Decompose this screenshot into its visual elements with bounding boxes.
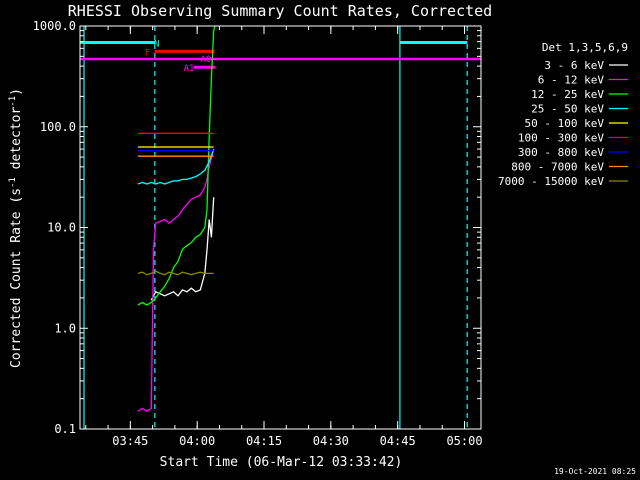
legend-label-4: 50 - 100 keV <box>525 117 605 130</box>
x-tick-label-0: 03:45 <box>112 434 148 448</box>
plot-frame <box>79 25 482 430</box>
x-axis-label: Start Time (06-Mar-12 03:33:42) <box>160 455 403 470</box>
legend-label-2: 12 - 25 keV <box>531 88 604 101</box>
legend-label-8: 7000 - 15000 keV <box>498 175 604 188</box>
y-tick-label-3: 100.0 <box>40 120 76 134</box>
y-tick-label-4: 1000.0 <box>33 19 76 33</box>
spacecraft-bar-label-0: N <box>154 40 159 50</box>
series-line-2 <box>137 25 216 306</box>
series-line-1 <box>137 148 215 413</box>
spacecraft-bar-label-2: F <box>145 48 150 58</box>
legend-title: Det 1,3,5,6,9 <box>542 41 628 54</box>
legend-label-5: 100 - 300 keV <box>518 132 604 145</box>
y-tick-label-1: 1.0 <box>54 321 76 335</box>
legend-label-0: 3 - 6 keV <box>544 59 604 72</box>
plot-area <box>80 26 481 429</box>
x-tick-label-4: 04:45 <box>380 434 416 448</box>
x-tick-label-3: 04:30 <box>313 434 349 448</box>
footer-timestamp: 19-Oct-2021 08:25 <box>554 467 636 476</box>
chart-title: RHESSI Observing Summary Count Rates, Co… <box>68 2 492 20</box>
series-line-8 <box>137 270 214 276</box>
spacecraft-bar-label-3: A0 <box>201 55 212 65</box>
legend-label-3: 25 - 50 keV <box>531 103 604 116</box>
y-axis-label-sup1: -1 <box>8 177 18 188</box>
series-line-3 <box>137 148 215 185</box>
y-axis-label-main: Corrected Count Rate (s <box>9 188 24 368</box>
series-group <box>137 25 216 413</box>
y-axis-label-sup2: -1 <box>8 96 18 107</box>
y-tick-label-0: 0.1 <box>54 422 76 436</box>
legend-label-6: 300 - 800 keV <box>518 146 604 159</box>
x-tick-label-1: 04:00 <box>179 434 215 448</box>
spacecraft-bar-label-4: A1 <box>184 64 195 74</box>
y-axis-label-end: ) <box>9 88 24 96</box>
y-tick-label-2: 10.0 <box>47 221 76 235</box>
legend-label-7: 800 - 7000 keV <box>511 161 604 174</box>
series-line-0 <box>150 197 215 301</box>
x-tick-label-5: 05:00 <box>446 434 482 448</box>
legend-label-1: 6 - 12 keV <box>538 74 605 87</box>
axes: 0.1 1.0 10.0 100.0 1000.0 03:45 04:00 04:15 04:3… <box>33 19 483 448</box>
y-axis-label-mid: detector <box>9 107 24 178</box>
x-tick-label-2: 04:15 <box>246 434 282 448</box>
y-axis-label: Corrected Count Rate (s-1 detector-1) <box>8 88 24 368</box>
spacecraft-state-bars: NF A0 A1 <box>80 40 468 74</box>
